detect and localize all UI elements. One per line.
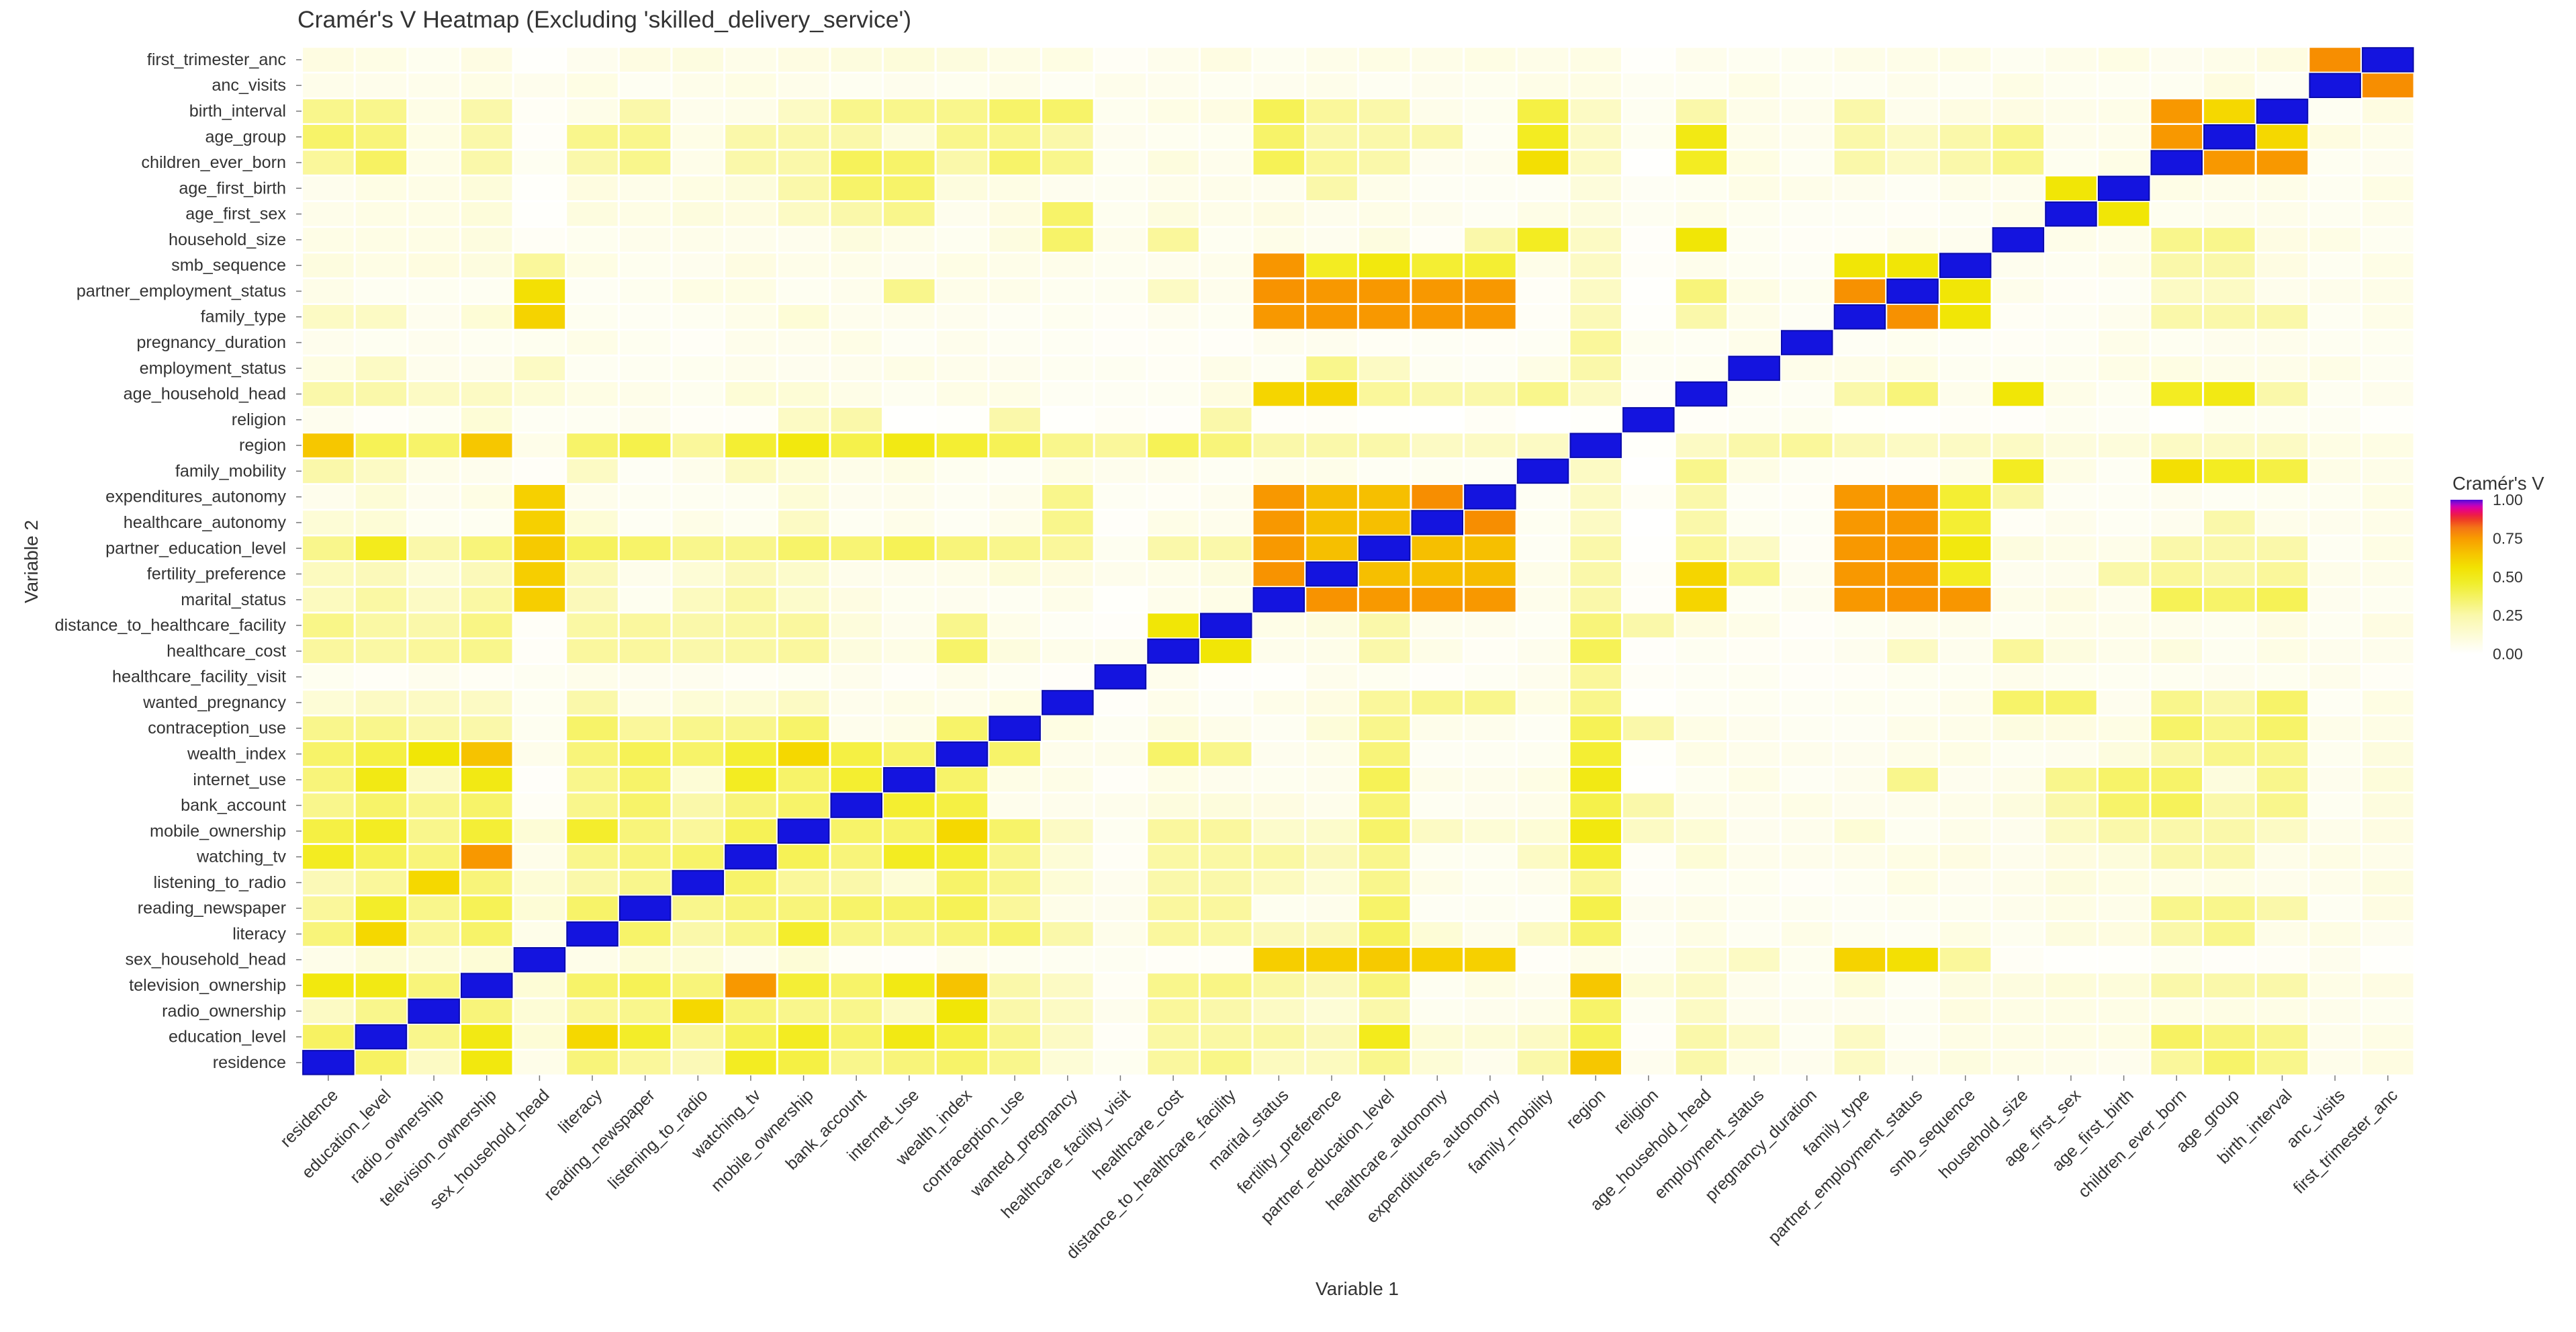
svg-text:smb_sequence: smb_sequence <box>171 256 286 275</box>
svg-text:region: region <box>239 436 286 455</box>
svg-text:Variable 2: Variable 2 <box>21 520 42 603</box>
svg-text:bank_account: bank_account <box>181 796 286 815</box>
svg-text:expenditures_autonomy: expenditures_autonomy <box>105 488 286 506</box>
svg-text:healthcare_facility_visit: healthcare_facility_visit <box>112 668 286 686</box>
svg-text:household_size: household_size <box>169 230 286 249</box>
svg-text:family_mobility: family_mobility <box>175 461 287 480</box>
svg-text:family_type: family_type <box>201 308 286 326</box>
svg-text:0.50: 0.50 <box>2493 568 2523 586</box>
svg-text:Cramér's V Heatmap (Excluding: Cramér's V Heatmap (Excluding 'skilled_d… <box>297 6 911 33</box>
svg-text:age_first_birth: age_first_birth <box>179 179 286 197</box>
svg-text:birth_interval: birth_interval <box>189 102 286 121</box>
svg-text:children_ever_born: children_ever_born <box>141 153 286 172</box>
svg-text:0.25: 0.25 <box>2493 607 2523 624</box>
svg-text:radio_ownership: radio_ownership <box>162 1002 286 1020</box>
svg-text:healthcare_cost: healthcare_cost <box>167 641 286 660</box>
svg-text:fertility_preference: fertility_preference <box>147 565 286 584</box>
svg-text:education_level: education_level <box>169 1028 286 1047</box>
svg-text:sex_household_head: sex_household_head <box>126 950 287 969</box>
svg-text:watching_tv: watching_tv <box>196 848 286 867</box>
svg-text:partner_employment_status: partner_employment_status <box>77 282 286 301</box>
svg-text:0.00: 0.00 <box>2493 646 2523 663</box>
svg-text:1.00: 1.00 <box>2493 491 2523 508</box>
svg-text:healthcare_autonomy: healthcare_autonomy <box>124 513 287 532</box>
svg-text:employment_status: employment_status <box>140 359 286 378</box>
svg-text:distance_to_healthcare_facilit: distance_to_healthcare_facility <box>55 616 287 635</box>
svg-text:television_ownership: television_ownership <box>129 976 286 995</box>
svg-text:0.75: 0.75 <box>2493 529 2523 547</box>
svg-text:age_household_head: age_household_head <box>124 385 286 404</box>
svg-text:wanted_pregnancy: wanted_pregnancy <box>142 693 286 712</box>
svg-text:wealth_index: wealth_index <box>187 745 286 764</box>
svg-text:religion: religion <box>232 410 286 429</box>
svg-text:first_trimester_anc: first_trimester_anc <box>147 50 286 69</box>
svg-text:listening_to_radio: listening_to_radio <box>154 873 286 892</box>
svg-text:age_first_sex: age_first_sex <box>185 205 286 224</box>
svg-text:mobile_ownership: mobile_ownership <box>150 822 286 840</box>
svg-text:marital_status: marital_status <box>181 590 286 609</box>
svg-text:internet_use: internet_use <box>193 770 286 789</box>
svg-text:pregnancy_duration: pregnancy_duration <box>136 333 286 352</box>
svg-text:age_group: age_group <box>205 128 286 146</box>
svg-text:reading_newspaper: reading_newspaper <box>138 899 286 918</box>
svg-text:contraception_use: contraception_use <box>148 719 286 738</box>
svg-text:literacy: literacy <box>232 925 286 944</box>
svg-text:anc_visits: anc_visits <box>212 76 286 95</box>
svg-text:Variable 1: Variable 1 <box>1316 1278 1399 1299</box>
svg-text:partner_education_level: partner_education_level <box>105 539 286 558</box>
svg-text:residence: residence <box>213 1053 286 1072</box>
svg-text:Cramér's V: Cramér's V <box>2452 473 2544 494</box>
